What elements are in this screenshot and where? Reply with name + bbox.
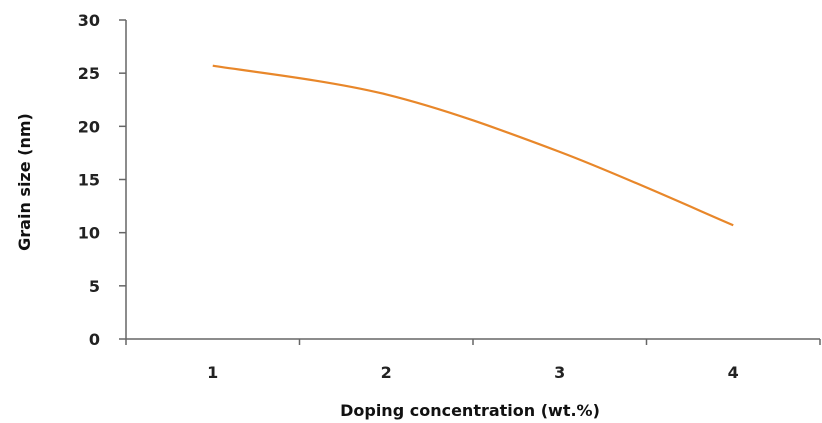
x-axis-title: Doping concentration (wt.%) xyxy=(340,401,600,420)
y-tick-label: 15 xyxy=(78,171,100,190)
series-line xyxy=(212,64,734,227)
y-tick-label: 5 xyxy=(89,277,100,296)
y-axis-title: Grain size (nm) xyxy=(15,113,34,251)
x-tick-label: 3 xyxy=(554,363,565,382)
x-tick-label: 4 xyxy=(728,363,739,382)
y-tick-label: 30 xyxy=(78,11,100,30)
y-axis: 0 5 10 15 20 25 30 xyxy=(78,11,127,349)
y-tick-label: 20 xyxy=(78,117,100,136)
x-tick-label: 1 xyxy=(207,363,218,382)
y-tick-label: 10 xyxy=(78,224,100,243)
y-tick-label: 0 xyxy=(89,330,100,349)
x-axis: 1 2 3 4 xyxy=(125,338,821,382)
x-tick-label: 2 xyxy=(381,363,392,382)
y-tick-label: 25 xyxy=(78,64,100,83)
